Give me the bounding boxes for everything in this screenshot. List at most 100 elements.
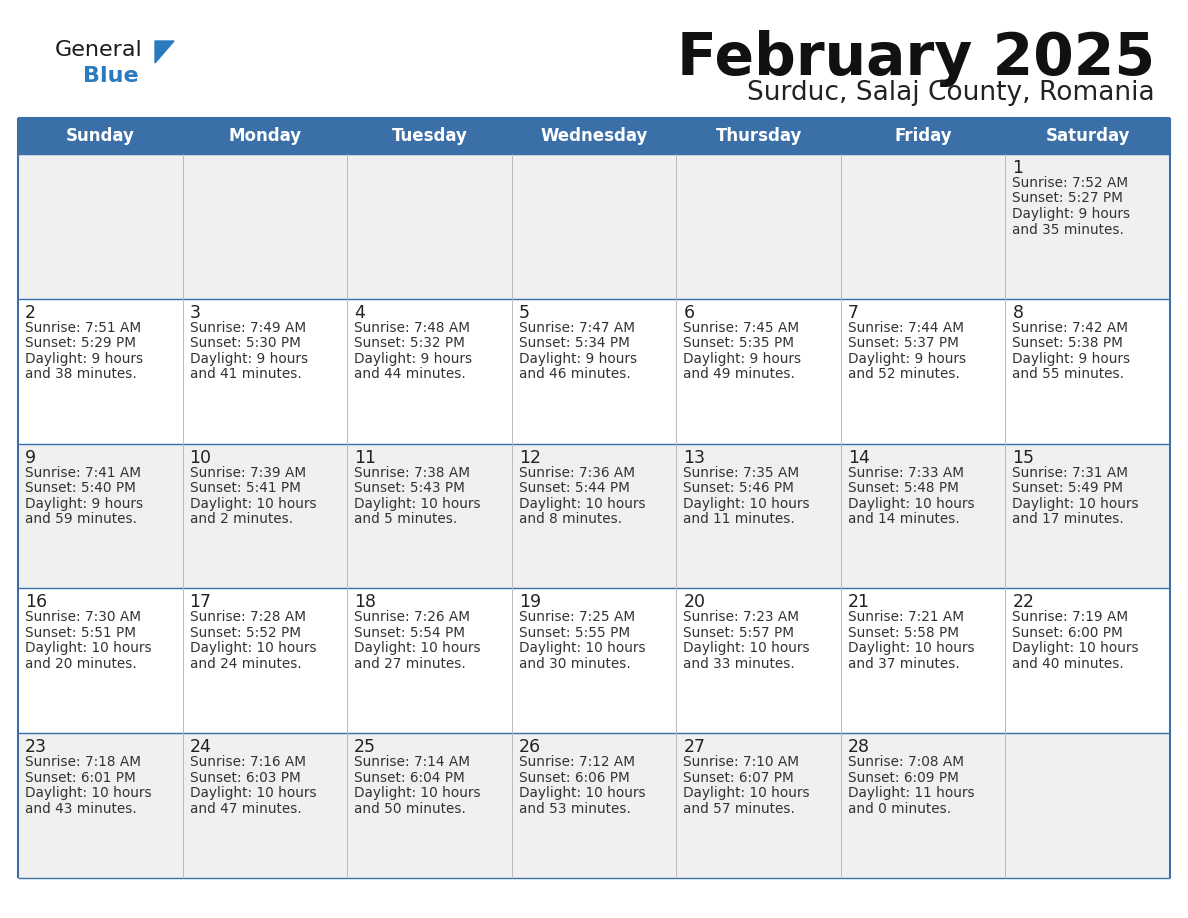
Text: Sunset: 5:51 PM: Sunset: 5:51 PM [25,626,135,640]
Text: Sunrise: 7:39 AM: Sunrise: 7:39 AM [190,465,305,479]
Text: Daylight: 10 hours: Daylight: 10 hours [190,497,316,510]
Text: Wednesday: Wednesday [541,127,647,145]
Text: Sunset: 5:55 PM: Sunset: 5:55 PM [519,626,630,640]
Text: and 20 minutes.: and 20 minutes. [25,657,137,671]
Text: Daylight: 10 hours: Daylight: 10 hours [683,497,810,510]
Text: and 41 minutes.: and 41 minutes. [190,367,302,381]
Text: Sunset: 5:43 PM: Sunset: 5:43 PM [354,481,465,495]
Text: Thursday: Thursday [715,127,802,145]
Text: Sunset: 5:38 PM: Sunset: 5:38 PM [1012,336,1124,351]
Text: 24: 24 [190,738,211,756]
Text: Sunrise: 7:08 AM: Sunrise: 7:08 AM [848,756,963,769]
Text: Daylight: 9 hours: Daylight: 9 hours [683,352,802,365]
Text: Sunset: 5:29 PM: Sunset: 5:29 PM [25,336,135,351]
Text: 20: 20 [683,593,706,611]
Text: 12: 12 [519,449,541,466]
Text: and 44 minutes.: and 44 minutes. [354,367,466,381]
Text: and 33 minutes.: and 33 minutes. [683,657,795,671]
Text: Sunday: Sunday [65,127,134,145]
Text: 4: 4 [354,304,365,322]
Text: Daylight: 9 hours: Daylight: 9 hours [25,352,143,365]
Text: Daylight: 10 hours: Daylight: 10 hours [848,497,974,510]
Text: Daylight: 10 hours: Daylight: 10 hours [25,786,152,800]
Text: 14: 14 [848,449,870,466]
Text: 8: 8 [1012,304,1023,322]
Text: Sunrise: 7:16 AM: Sunrise: 7:16 AM [190,756,305,769]
Text: 18: 18 [354,593,377,611]
Text: 10: 10 [190,449,211,466]
Text: and 14 minutes.: and 14 minutes. [848,512,960,526]
Text: Sunrise: 7:42 AM: Sunrise: 7:42 AM [1012,320,1129,335]
Text: and 37 minutes.: and 37 minutes. [848,657,960,671]
Text: Surduc, Salaj County, Romania: Surduc, Salaj County, Romania [747,80,1155,106]
Text: Daylight: 9 hours: Daylight: 9 hours [25,497,143,510]
Text: Sunrise: 7:38 AM: Sunrise: 7:38 AM [354,465,470,479]
Text: Daylight: 9 hours: Daylight: 9 hours [1012,352,1131,365]
Text: Daylight: 10 hours: Daylight: 10 hours [519,497,645,510]
Text: Daylight: 9 hours: Daylight: 9 hours [848,352,966,365]
Bar [18,588,1170,733]
Text: Blue: Blue [83,66,139,86]
Text: and 55 minutes.: and 55 minutes. [1012,367,1124,381]
Text: 7: 7 [848,304,859,322]
Text: Daylight: 11 hours: Daylight: 11 hours [848,786,974,800]
Text: Sunset: 5:27 PM: Sunset: 5:27 PM [1012,192,1124,206]
Text: 2: 2 [25,304,36,322]
Text: Sunset: 5:48 PM: Sunset: 5:48 PM [848,481,959,495]
Text: Sunset: 5:37 PM: Sunset: 5:37 PM [848,336,959,351]
Text: Daylight: 10 hours: Daylight: 10 hours [190,642,316,655]
Text: Sunrise: 7:48 AM: Sunrise: 7:48 AM [354,320,470,335]
Text: Sunrise: 7:31 AM: Sunrise: 7:31 AM [1012,465,1129,479]
Text: Sunset: 5:41 PM: Sunset: 5:41 PM [190,481,301,495]
Text: 21: 21 [848,593,870,611]
Bar [18,118,1170,154]
Text: Sunset: 5:57 PM: Sunset: 5:57 PM [683,626,795,640]
Text: Sunset: 5:34 PM: Sunset: 5:34 PM [519,336,630,351]
Text: Sunrise: 7:51 AM: Sunrise: 7:51 AM [25,320,141,335]
Text: 6: 6 [683,304,695,322]
Text: Sunset: 5:49 PM: Sunset: 5:49 PM [1012,481,1124,495]
Text: Sunset: 5:58 PM: Sunset: 5:58 PM [848,626,959,640]
Text: 15: 15 [1012,449,1035,466]
Text: General: General [55,40,143,60]
Text: 13: 13 [683,449,706,466]
Bar [18,443,1170,588]
Text: Sunrise: 7:35 AM: Sunrise: 7:35 AM [683,465,800,479]
Text: and 24 minutes.: and 24 minutes. [190,657,302,671]
Text: Sunrise: 7:28 AM: Sunrise: 7:28 AM [190,610,305,624]
Text: and 5 minutes.: and 5 minutes. [354,512,457,526]
Bar [18,154,1170,298]
Text: and 53 minutes.: and 53 minutes. [519,801,631,816]
Text: and 52 minutes.: and 52 minutes. [848,367,960,381]
Text: Sunset: 6:06 PM: Sunset: 6:06 PM [519,771,630,785]
Text: Sunrise: 7:49 AM: Sunrise: 7:49 AM [190,320,305,335]
Text: and 35 minutes.: and 35 minutes. [1012,222,1124,237]
Text: Friday: Friday [895,127,952,145]
Text: and 47 minutes.: and 47 minutes. [190,801,302,816]
Text: Sunrise: 7:23 AM: Sunrise: 7:23 AM [683,610,800,624]
Bar [18,298,1170,443]
Text: Daylight: 10 hours: Daylight: 10 hours [683,642,810,655]
Text: and 57 minutes.: and 57 minutes. [683,801,795,816]
Text: Daylight: 10 hours: Daylight: 10 hours [354,497,481,510]
Text: Daylight: 10 hours: Daylight: 10 hours [1012,642,1139,655]
Text: Sunset: 5:30 PM: Sunset: 5:30 PM [190,336,301,351]
Text: Sunrise: 7:30 AM: Sunrise: 7:30 AM [25,610,141,624]
Text: Daylight: 10 hours: Daylight: 10 hours [848,642,974,655]
Text: Sunrise: 7:26 AM: Sunrise: 7:26 AM [354,610,470,624]
Text: and 49 minutes.: and 49 minutes. [683,367,795,381]
Text: and 8 minutes.: and 8 minutes. [519,512,621,526]
Text: Sunrise: 7:41 AM: Sunrise: 7:41 AM [25,465,141,479]
Text: Daylight: 10 hours: Daylight: 10 hours [354,786,481,800]
Text: Daylight: 10 hours: Daylight: 10 hours [519,786,645,800]
Text: Sunset: 6:00 PM: Sunset: 6:00 PM [1012,626,1123,640]
Text: Sunset: 6:01 PM: Sunset: 6:01 PM [25,771,135,785]
Text: 3: 3 [190,304,201,322]
Text: and 46 minutes.: and 46 minutes. [519,367,631,381]
Text: Daylight: 9 hours: Daylight: 9 hours [354,352,473,365]
Text: Daylight: 10 hours: Daylight: 10 hours [190,786,316,800]
Text: 17: 17 [190,593,211,611]
Text: 1: 1 [1012,159,1023,177]
Text: Sunrise: 7:18 AM: Sunrise: 7:18 AM [25,756,141,769]
Text: Monday: Monday [228,127,302,145]
